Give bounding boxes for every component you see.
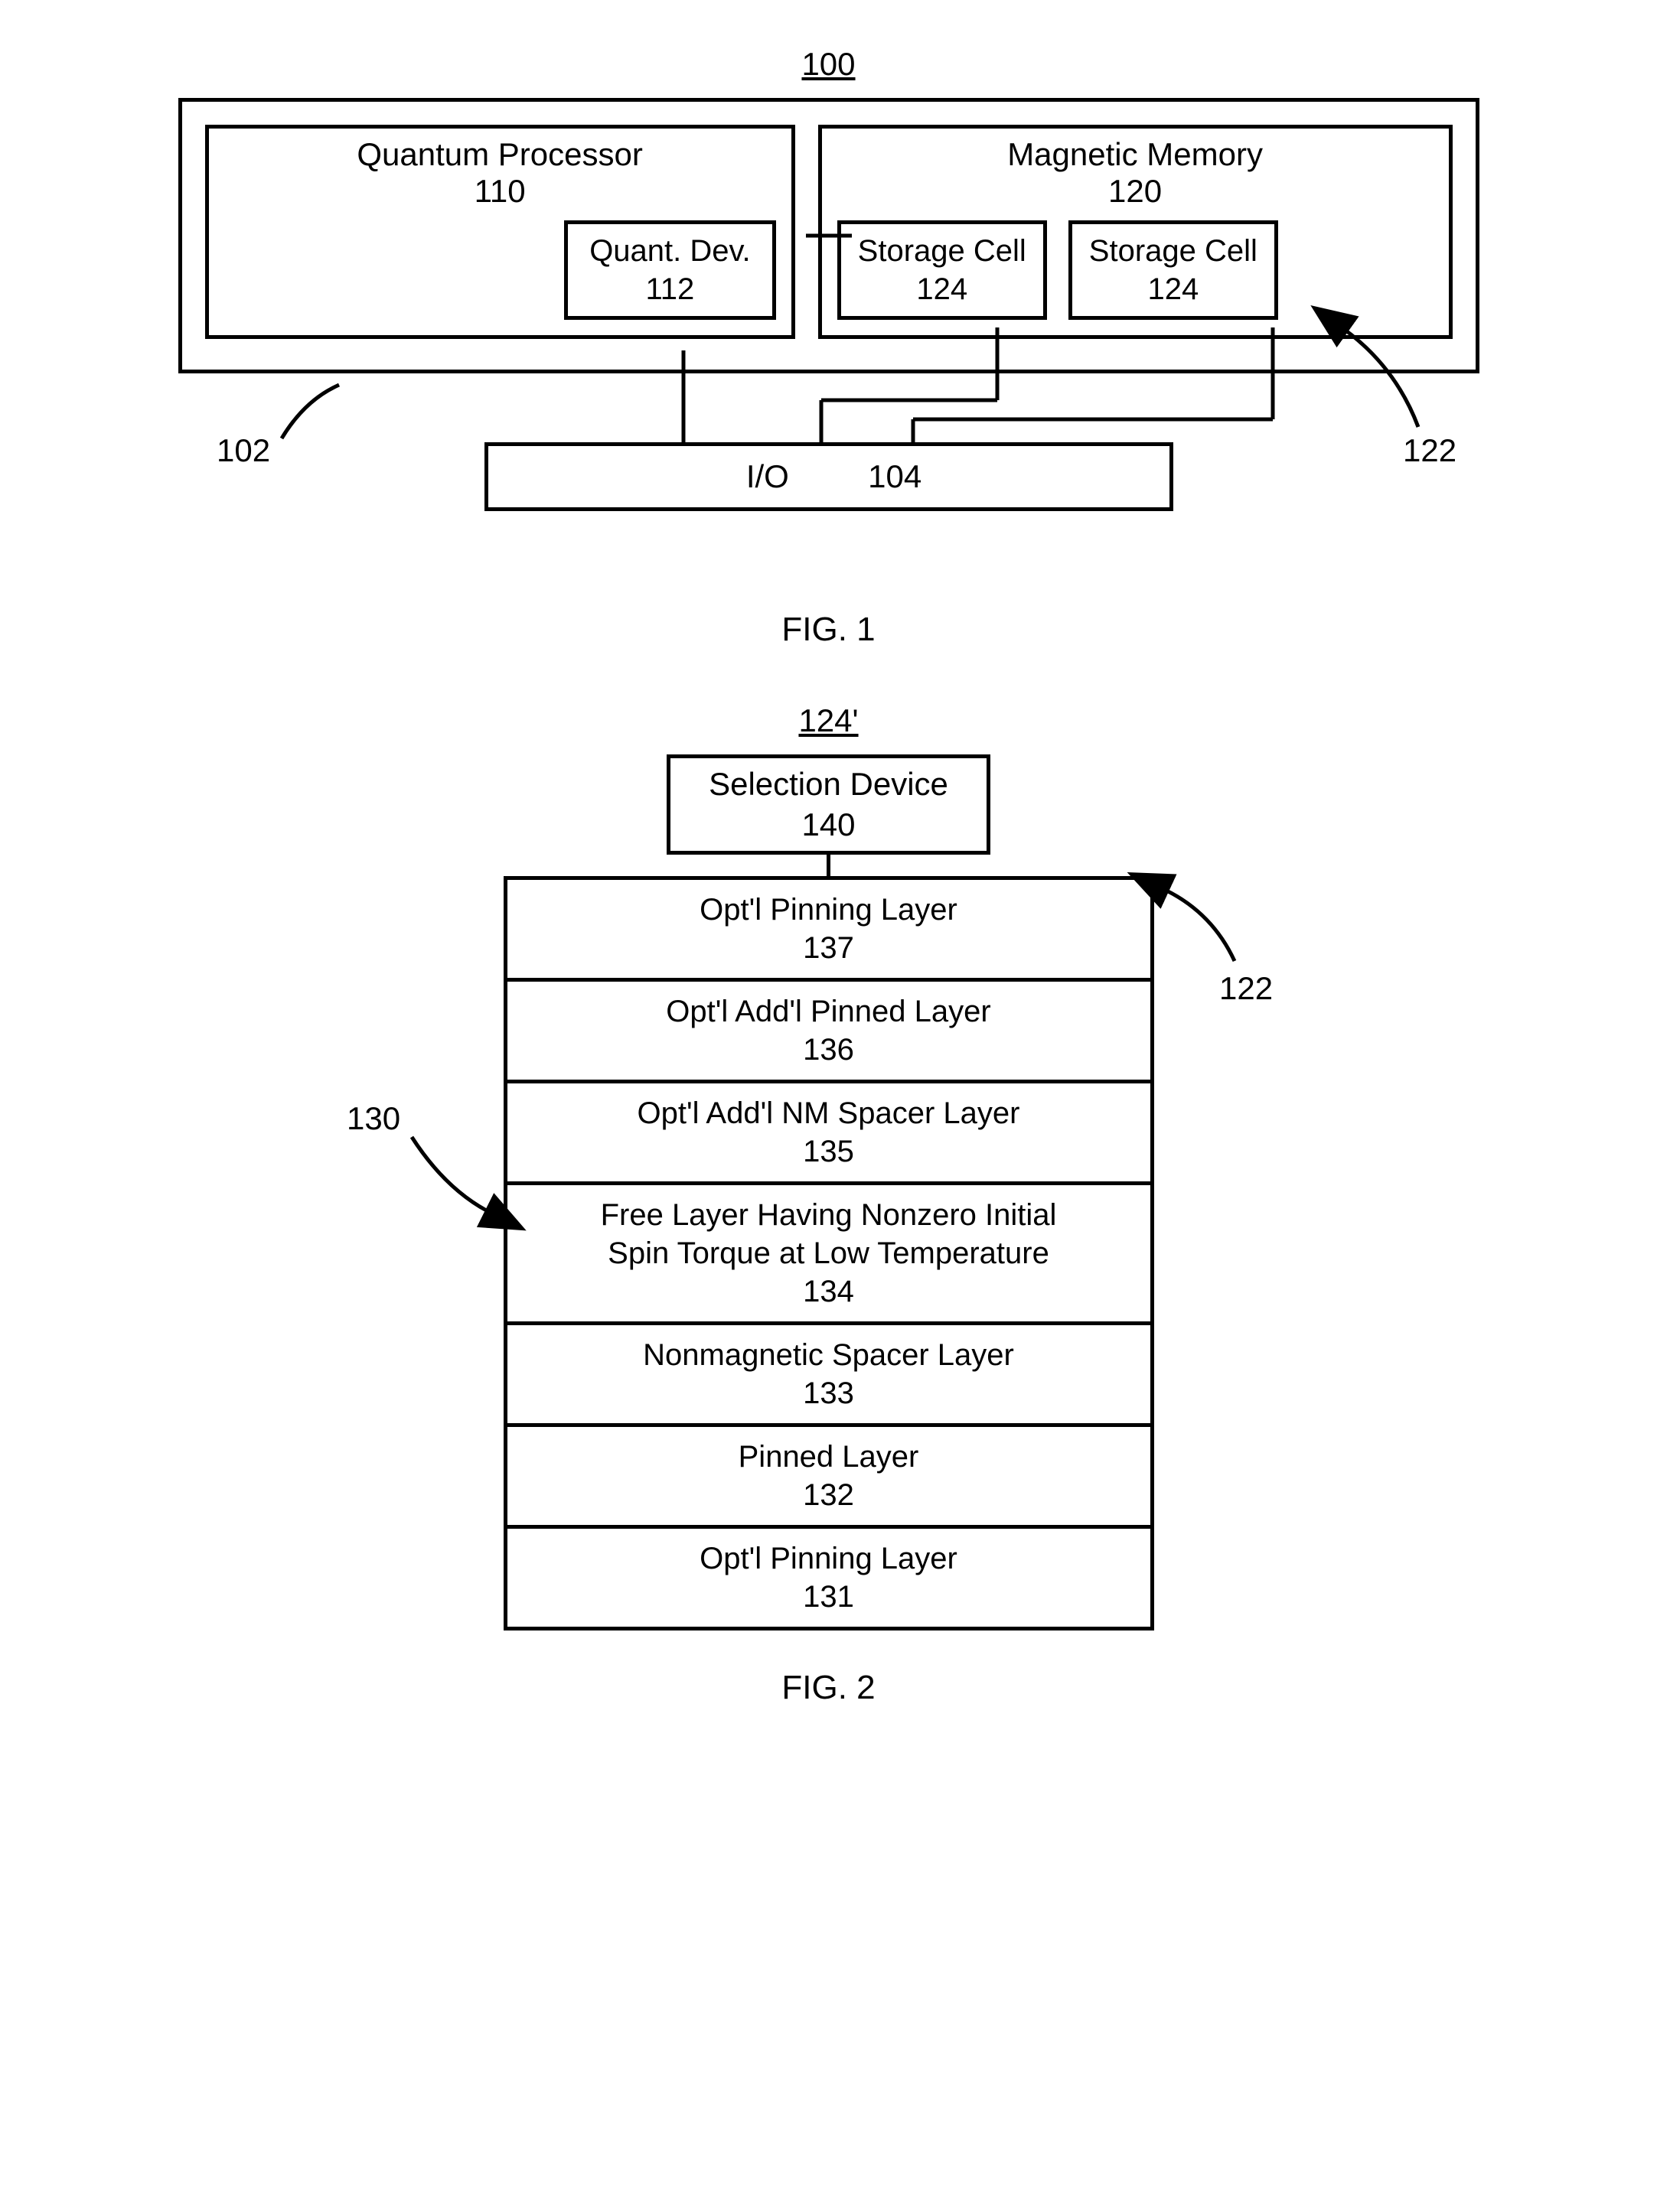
layer-135: Opt'l Add'l NM Spacer Layer 135 [507, 1080, 1150, 1181]
outer-ref-label: 102 [217, 432, 270, 468]
fig2-left-ref-label: 130 [347, 1100, 400, 1136]
layer-136: Opt'l Add'l Pinned Layer 136 [507, 978, 1150, 1080]
layer-131-text: Opt'l Pinning Layer [515, 1539, 1143, 1578]
storage-cell-1: Storage Cell 124 [837, 220, 1047, 320]
quantum-device-box: Quant. Dev. 112 [564, 220, 775, 320]
layer-133-ref: 133 [515, 1374, 1143, 1412]
io-box: I/O 104 [484, 442, 1173, 511]
fig2-top-ref: 124' [798, 702, 858, 739]
mm-ref: 120 [837, 173, 1434, 210]
sel-title: Selection Device [709, 764, 948, 805]
layer-133-text: Nonmagnetic Spacer Layer [515, 1336, 1143, 1374]
layer-131: Opt'l Pinning Layer 131 [507, 1525, 1150, 1627]
mm-arrow-ref-label: 122 [1403, 432, 1456, 468]
layer-137-ref: 137 [515, 929, 1143, 967]
sc1-title: Storage Cell [858, 232, 1026, 270]
fig1-top-ref: 100 [801, 46, 855, 83]
sc2-title: Storage Cell [1089, 232, 1257, 270]
layer-132: Pinned Layer 132 [507, 1423, 1150, 1525]
qp-ref: 110 [224, 173, 776, 210]
io-ref: 104 [868, 458, 1140, 495]
layer-135-ref: 135 [515, 1132, 1143, 1171]
layer-135-text: Opt'l Add'l NM Spacer Layer [515, 1094, 1143, 1132]
fig1-caption: FIG. 1 [781, 611, 875, 649]
layer-134-ref: 134 [515, 1272, 1143, 1311]
layer-136-text: Opt'l Add'l Pinned Layer [515, 992, 1143, 1031]
layer-137: Opt'l Pinning Layer 137 [507, 876, 1150, 978]
fig2-caption: FIG. 2 [781, 1669, 875, 1707]
magnetic-memory-box: Magnetic Memory 120 Storage Cell 124 Sto… [818, 125, 1453, 339]
storage-cell-2: Storage Cell 124 [1068, 220, 1278, 320]
io-label: I/O [517, 458, 789, 495]
sel-to-stack-connector [827, 855, 830, 876]
layer-134-text2: Spin Torque at Low Temperature [515, 1234, 1143, 1272]
selection-device-box: Selection Device 140 [667, 754, 990, 855]
sel-ref: 140 [709, 805, 948, 845]
mm-title: Magnetic Memory [837, 136, 1434, 173]
fig2-wrapper: Selection Device 140 Opt'l Pinning Layer… [255, 754, 1403, 1630]
sc1-ref: 124 [858, 270, 1026, 308]
layer-134: Free Layer Having Nonzero Initial Spin T… [507, 1181, 1150, 1321]
sc2-ref: 124 [1089, 270, 1257, 308]
qd-ref: 112 [589, 270, 750, 308]
fig1-wrapper: Quantum Processor 110 Quant. Dev. 112 Ma… [102, 98, 1556, 572]
layer-131-ref: 131 [515, 1578, 1143, 1616]
layer-133: Nonmagnetic Spacer Layer 133 [507, 1321, 1150, 1423]
qd-title: Quant. Dev. [589, 232, 750, 270]
storage-cells-row: Storage Cell 124 Storage Cell 124 [837, 220, 1434, 320]
layer-136-ref: 136 [515, 1031, 1143, 1069]
layer-132-text: Pinned Layer [515, 1438, 1143, 1476]
fig2-right-ref-label: 122 [1219, 970, 1273, 1006]
layer-132-ref: 132 [515, 1476, 1143, 1514]
quantum-processor-box: Quantum Processor 110 Quant. Dev. 112 [205, 125, 795, 339]
layer-134-text1: Free Layer Having Nonzero Initial [515, 1196, 1143, 1234]
layer-137-text: Opt'l Pinning Layer [515, 891, 1143, 929]
qp-title: Quantum Processor [224, 136, 776, 173]
layer-stack: Opt'l Pinning Layer 137 Opt'l Add'l Pinn… [504, 876, 1154, 1630]
outer-system-box: Quantum Processor 110 Quant. Dev. 112 Ma… [178, 98, 1479, 373]
